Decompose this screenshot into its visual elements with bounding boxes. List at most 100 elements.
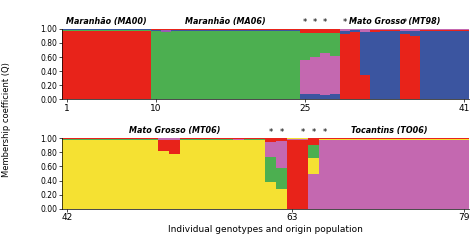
- Bar: [121, 29, 131, 30]
- Bar: [419, 30, 429, 31]
- Bar: [201, 140, 212, 209]
- Bar: [241, 29, 251, 30]
- Bar: [320, 33, 330, 53]
- Bar: [437, 139, 448, 140]
- Bar: [390, 29, 400, 30]
- Bar: [101, 31, 111, 99]
- Bar: [426, 139, 437, 140]
- Bar: [373, 138, 383, 139]
- Text: *: *: [322, 128, 327, 137]
- Bar: [320, 53, 330, 95]
- Bar: [147, 139, 158, 140]
- Bar: [126, 139, 137, 140]
- Bar: [276, 141, 287, 168]
- Bar: [151, 29, 161, 30]
- Bar: [310, 29, 320, 33]
- Bar: [458, 140, 469, 209]
- Bar: [287, 139, 298, 140]
- Text: Maranhão (MA00): Maranhão (MA00): [66, 17, 146, 26]
- Bar: [231, 29, 241, 30]
- Bar: [330, 29, 340, 33]
- Bar: [383, 140, 394, 209]
- Bar: [158, 151, 169, 209]
- Text: *: *: [301, 128, 305, 137]
- Bar: [72, 30, 82, 31]
- Bar: [270, 31, 280, 99]
- Bar: [320, 95, 330, 99]
- Bar: [390, 30, 400, 31]
- Bar: [231, 30, 241, 31]
- Bar: [151, 30, 161, 31]
- Bar: [171, 30, 181, 31]
- Text: *: *: [323, 18, 327, 27]
- Bar: [405, 140, 416, 209]
- Bar: [330, 94, 340, 99]
- Bar: [426, 138, 437, 139]
- Bar: [251, 31, 261, 99]
- Bar: [241, 31, 251, 99]
- Bar: [111, 31, 121, 99]
- Bar: [309, 158, 319, 174]
- Bar: [309, 174, 319, 209]
- Bar: [251, 29, 261, 30]
- Bar: [212, 140, 222, 209]
- Bar: [351, 139, 362, 140]
- Bar: [319, 139, 330, 140]
- Bar: [330, 138, 340, 139]
- Bar: [287, 138, 298, 139]
- Bar: [121, 30, 131, 31]
- Bar: [181, 31, 191, 99]
- Bar: [330, 139, 340, 140]
- Bar: [105, 140, 115, 209]
- Bar: [62, 29, 72, 30]
- Bar: [244, 139, 255, 140]
- Bar: [276, 168, 287, 189]
- Bar: [211, 29, 221, 30]
- Bar: [270, 30, 280, 31]
- Bar: [180, 139, 191, 140]
- Bar: [161, 32, 171, 99]
- Bar: [429, 30, 439, 31]
- Text: *: *: [353, 18, 357, 27]
- Bar: [261, 29, 270, 30]
- Bar: [429, 31, 439, 99]
- Bar: [439, 29, 449, 30]
- Bar: [211, 31, 221, 99]
- Bar: [222, 140, 233, 209]
- Bar: [276, 138, 287, 141]
- Bar: [158, 138, 169, 140]
- Bar: [137, 139, 147, 140]
- Bar: [261, 30, 270, 31]
- Bar: [221, 29, 231, 30]
- Bar: [394, 140, 405, 209]
- Bar: [244, 138, 255, 139]
- Bar: [340, 29, 350, 31]
- Bar: [429, 29, 439, 30]
- Bar: [300, 33, 310, 60]
- Bar: [126, 138, 137, 139]
- Bar: [309, 145, 319, 158]
- Bar: [181, 29, 191, 30]
- Bar: [362, 140, 373, 209]
- Bar: [212, 139, 222, 140]
- Bar: [309, 138, 319, 145]
- Bar: [449, 31, 459, 99]
- Bar: [340, 34, 350, 99]
- Bar: [437, 138, 448, 139]
- Bar: [449, 30, 459, 31]
- Bar: [370, 29, 380, 30]
- Bar: [416, 139, 426, 140]
- Bar: [351, 138, 362, 139]
- Bar: [360, 29, 370, 32]
- Bar: [459, 30, 469, 31]
- Bar: [255, 139, 265, 140]
- Bar: [221, 31, 231, 99]
- Bar: [448, 139, 458, 140]
- Bar: [458, 139, 469, 140]
- Bar: [72, 31, 82, 99]
- Bar: [265, 157, 276, 182]
- Bar: [161, 30, 171, 32]
- Text: Maranhão (MA06): Maranhão (MA06): [185, 17, 266, 26]
- Bar: [94, 140, 105, 209]
- Bar: [191, 139, 201, 140]
